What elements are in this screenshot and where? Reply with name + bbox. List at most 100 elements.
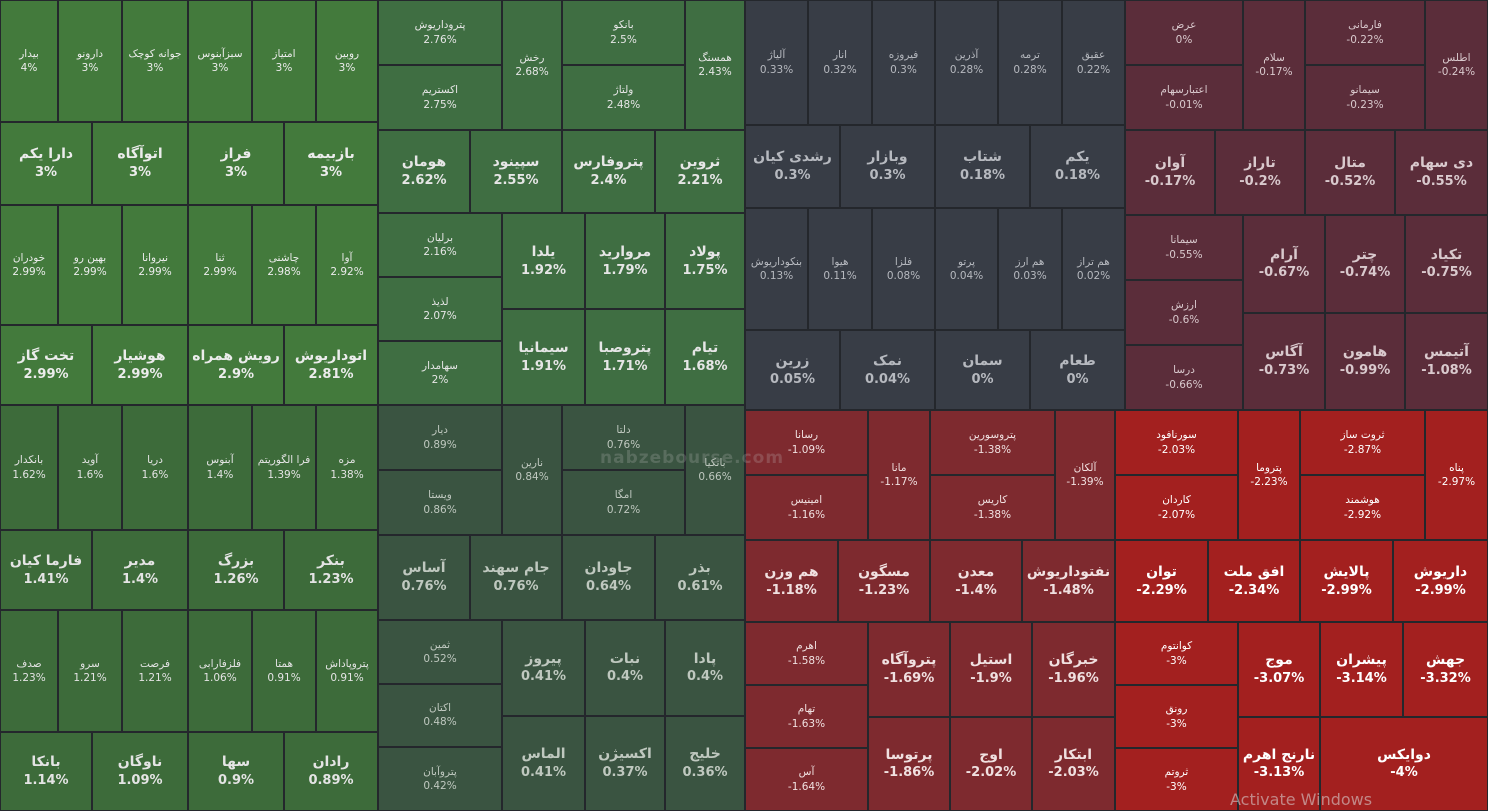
tile[interactable]: آتیمس -1.08%	[1405, 312, 1488, 410]
tile[interactable]: نارنج اهرم -3.13%	[1238, 716, 1320, 811]
tile[interactable]: آرام -0.67%	[1243, 215, 1325, 313]
tile[interactable]: طعام 0%	[1030, 330, 1125, 410]
tile[interactable]: سبزآبنوس 3%	[188, 0, 252, 122]
tile[interactable]: استیل -1.9%	[950, 622, 1032, 717]
tile[interactable]: هومان 2.62%	[378, 130, 470, 213]
tile[interactable]: اکتان 0.48%	[378, 683, 502, 748]
tile[interactable]: سهامدار 2%	[378, 341, 502, 405]
tile[interactable]: پولاد 1.75%	[665, 213, 745, 309]
tile[interactable]: چاشنی 2.98%	[252, 205, 316, 325]
tile[interactable]: سها 0.9%	[188, 732, 284, 811]
tile[interactable]: امتیاز 3%	[252, 0, 316, 122]
tile[interactable]: امگا 0.72%	[562, 470, 685, 535]
tile[interactable]: بزرگ 1.26%	[188, 530, 284, 610]
tile[interactable]: تیام 1.68%	[665, 309, 745, 405]
tile[interactable]: شتاب 0.18%	[935, 125, 1030, 208]
tile[interactable]: پرتو 0.04%	[935, 208, 998, 330]
tile[interactable]: سیمانا -0.55%	[1125, 215, 1243, 280]
tile[interactable]: یلدا 1.92%	[502, 213, 585, 309]
tile[interactable]: پتروما -2.23%	[1238, 410, 1300, 540]
tile[interactable]: رونق -3%	[1115, 685, 1238, 748]
tile[interactable]: متال -0.52%	[1305, 130, 1395, 215]
tile[interactable]: آوید 1.6%	[58, 405, 122, 530]
tile[interactable]: تکیاد -0.75%	[1405, 215, 1488, 313]
tile[interactable]: داریوش -2.99%	[1393, 540, 1488, 622]
tile[interactable]: نیروانا 2.99%	[122, 205, 188, 325]
tile[interactable]: پناه -2.97%	[1425, 410, 1488, 540]
tile[interactable]: جهش -3.32%	[1403, 622, 1488, 717]
tile[interactable]: پتروآبان 0.42%	[378, 747, 502, 811]
tile[interactable]: درسا -0.66%	[1125, 345, 1243, 410]
tile[interactable]: تهام -1.63%	[745, 685, 868, 748]
tile[interactable]: مانا -1.17%	[868, 410, 930, 540]
tile[interactable]: اوج -2.02%	[950, 716, 1032, 811]
tile[interactable]: بهین رو 2.99%	[58, 205, 122, 325]
tile[interactable]: اتوآگاه 3%	[92, 122, 188, 205]
tile[interactable]: ویستا 0.86%	[378, 470, 502, 535]
tile[interactable]: هم تراز 0.02%	[1062, 208, 1125, 330]
tile[interactable]: دیار 0.89%	[378, 405, 502, 470]
tile[interactable]: سرو 1.21%	[58, 610, 122, 732]
tile[interactable]: اطلس -0.24%	[1425, 0, 1488, 130]
tile[interactable]: سورنافود -2.03%	[1115, 410, 1238, 475]
tile[interactable]: هوشمند -2.92%	[1300, 475, 1425, 540]
tile[interactable]: جام سهند 0.76%	[470, 535, 562, 620]
tile[interactable]: روبین 3%	[316, 0, 378, 122]
tile[interactable]: پتروپاداش 0.91%	[316, 610, 378, 732]
tile[interactable]: رویش همراه 2.9%	[188, 325, 284, 405]
tile[interactable]: رشدی کیان 0.3%	[745, 125, 840, 208]
tile[interactable]: فرصت 1.21%	[122, 610, 188, 732]
tile[interactable]: اکستریم 2.75%	[378, 65, 502, 130]
tile[interactable]: سمان 0%	[935, 330, 1030, 410]
tile[interactable]: بانکو 2.5%	[562, 0, 685, 65]
tile[interactable]: ابتکار -2.03%	[1032, 716, 1115, 811]
tile[interactable]: بنکر 1.23%	[284, 530, 378, 610]
tile[interactable]: نارین 0.84%	[502, 405, 562, 535]
tile[interactable]: فلزفارابی 1.06%	[188, 610, 252, 732]
tile[interactable]: ترمه 0.28%	[998, 0, 1062, 125]
tile[interactable]: سیمانیا 1.91%	[502, 309, 585, 405]
tile[interactable]: زرین 0.05%	[745, 330, 840, 410]
tile[interactable]: هم ارز 0.03%	[998, 208, 1062, 330]
tile[interactable]: پادا 0.4%	[665, 620, 745, 716]
tile[interactable]: صدف 1.23%	[0, 610, 58, 732]
tile[interactable]: توان -2.29%	[1115, 540, 1208, 622]
tile[interactable]: پیروز 0.41%	[502, 620, 585, 716]
tile[interactable]: همسنگ 2.43%	[685, 0, 745, 130]
tile[interactable]: پتروصبا 1.71%	[585, 309, 665, 405]
tile[interactable]: مروارید 1.79%	[585, 213, 665, 309]
tile[interactable]: دلتا 0.76%	[562, 405, 685, 470]
tile[interactable]: نمک 0.04%	[840, 330, 935, 410]
tile[interactable]: بانکدار 1.62%	[0, 405, 58, 530]
tile[interactable]: آلیاژ 0.33%	[745, 0, 808, 125]
tile[interactable]: فرا الگوریتم 1.39%	[252, 405, 316, 530]
tile[interactable]: پتروداریوش 2.76%	[378, 0, 502, 65]
tile[interactable]: لذیذ 2.07%	[378, 277, 502, 341]
tile[interactable]: معدن -1.4%	[930, 540, 1022, 622]
tile[interactable]: ولتاژ 2.48%	[562, 65, 685, 130]
tile[interactable]: پتروسورین -1.38%	[930, 410, 1055, 475]
tile[interactable]: بانکیا 0.66%	[685, 405, 745, 535]
tile[interactable]: آبنوس 1.4%	[188, 405, 252, 530]
tile[interactable]: آلکان -1.39%	[1055, 410, 1115, 540]
tile[interactable]: آساس 0.76%	[378, 535, 470, 620]
tile[interactable]: سپینود 2.55%	[470, 130, 562, 213]
tile[interactable]: اتوداریوش 2.81%	[284, 325, 378, 405]
tile[interactable]: آوا 2.92%	[316, 205, 378, 325]
tile[interactable]: کوانتوم -3%	[1115, 622, 1238, 685]
tile[interactable]: پتروآگاه -1.69%	[868, 622, 950, 717]
tile[interactable]: تاراز -0.2%	[1215, 130, 1305, 215]
tile[interactable]: اهرم -1.58%	[745, 622, 868, 685]
tile[interactable]: آس -1.64%	[745, 748, 868, 811]
tile[interactable]: هامون -0.99%	[1325, 312, 1405, 410]
tile[interactable]: اعتبارسهام -0.01%	[1125, 65, 1243, 130]
tile[interactable]: ثروتم -3%	[1115, 748, 1238, 811]
tile[interactable]: دوایکس -4%	[1320, 716, 1488, 811]
tile[interactable]: مدیر 1.4%	[92, 530, 188, 610]
tile[interactable]: دارا یکم 3%	[0, 122, 92, 205]
tile[interactable]: هوشیار 2.99%	[92, 325, 188, 405]
tile[interactable]: مزه 1.38%	[316, 405, 378, 530]
tile[interactable]: بانکا 1.14%	[0, 732, 92, 811]
tile[interactable]: چتر -0.74%	[1325, 215, 1405, 313]
tile[interactable]: ثنا 2.99%	[188, 205, 252, 325]
